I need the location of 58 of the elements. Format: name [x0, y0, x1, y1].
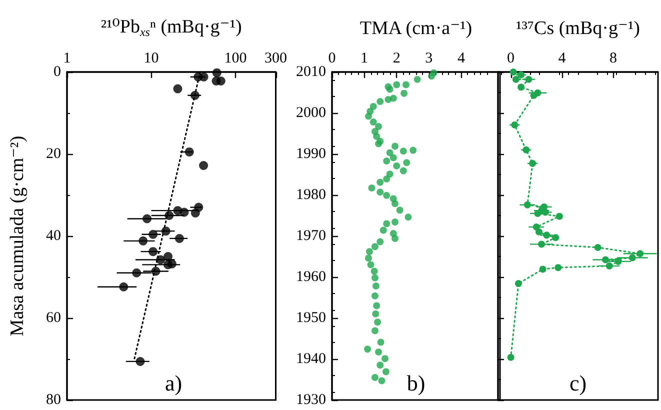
x-tick-label: 4 — [558, 50, 566, 66]
point — [529, 160, 536, 167]
y-tick-label: 1980 — [296, 187, 326, 203]
point — [514, 280, 522, 288]
point — [554, 264, 562, 272]
point — [539, 266, 546, 273]
x-tick-label: 10 — [144, 50, 159, 66]
y-tick-label: 1990 — [296, 146, 326, 162]
point — [507, 354, 514, 361]
y-tick-label: 60 — [46, 310, 61, 326]
x-tick-label: 300 — [264, 50, 287, 66]
point — [636, 250, 644, 258]
point — [510, 68, 517, 76]
x-axis-title: ¹³⁷Cs (mBq·g⁻¹) — [516, 18, 640, 39]
x-tick-label: 4 — [457, 50, 466, 66]
y-tick-label: 20 — [46, 146, 61, 162]
y-tick-label: 40 — [46, 228, 61, 244]
point — [518, 84, 525, 91]
y-tick-label: 2000 — [296, 105, 326, 121]
point — [542, 208, 549, 216]
x-tick-label: 8 — [609, 50, 617, 66]
point — [552, 234, 560, 242]
x-tick-label: 2 — [392, 50, 400, 66]
point — [535, 228, 542, 236]
x-tick-label: 1 — [360, 50, 368, 66]
y-tick-label: 1970 — [296, 228, 326, 244]
x-tick-label: 1 — [63, 50, 71, 66]
y-tick-label: 1940 — [296, 351, 326, 367]
y-tick-label: 80 — [46, 392, 61, 408]
y-tick-label: 1960 — [296, 269, 326, 285]
y-tick-label: 0 — [54, 64, 61, 80]
point — [606, 262, 613, 270]
point — [530, 92, 538, 99]
annotation: b) — [406, 370, 426, 396]
y-tick-label: 1950 — [296, 310, 326, 326]
point — [628, 254, 636, 262]
y-tick-label: 1930 — [296, 392, 326, 408]
x-tick-label: 100 — [224, 50, 247, 66]
point — [556, 212, 563, 220]
point — [525, 76, 532, 83]
annotation: c) — [569, 370, 587, 396]
x-axis-title: TMA (cm·a⁻¹) — [360, 18, 472, 39]
x-tick-label: 3 — [425, 50, 433, 66]
point — [594, 244, 602, 251]
point — [543, 232, 550, 239]
annotation: a) — [164, 370, 182, 396]
point — [518, 71, 525, 78]
point — [538, 240, 546, 248]
y-axis-title: Masa acumulada (g·cm⁻²) — [7, 136, 28, 336]
point — [602, 256, 610, 264]
y-tick-label: 2010 — [296, 64, 326, 80]
point — [614, 258, 622, 265]
x-tick-label: 0 — [507, 50, 515, 66]
point — [511, 121, 518, 128]
x-tick-label: 0 — [328, 50, 336, 66]
point — [512, 76, 520, 83]
point — [524, 201, 531, 208]
point — [522, 146, 530, 154]
